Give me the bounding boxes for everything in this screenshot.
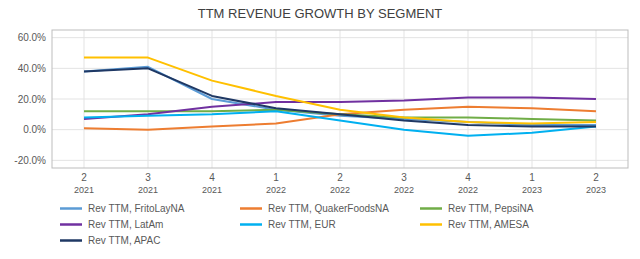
x-tick-label: 3 [145, 172, 151, 183]
legend: Rev TTM, FritoLayNA Rev TTM, QuakerFoodsN… [60, 203, 534, 246]
x-tick-label: 3 [401, 172, 407, 183]
y-tick-label: 0.0% [23, 124, 46, 135]
legend-label: Rev TTM, EUR [268, 219, 336, 230]
x-tick-label: 4 [465, 172, 471, 183]
x-tick-label: 2022 [394, 185, 414, 195]
x-tick-label: 2 [337, 172, 343, 183]
series-line [84, 68, 596, 126]
legend-swatch [60, 239, 82, 242]
x-tick-label: 2021 [202, 185, 222, 195]
x-tick-label: 2021 [74, 185, 94, 195]
grid-line [340, 30, 341, 168]
series-group [84, 58, 596, 136]
grid [52, 30, 628, 168]
x-tick-label: 2022 [330, 185, 350, 195]
x-tick-label: 2023 [586, 185, 606, 195]
grid-line [532, 30, 533, 168]
x-tick-label: 2023 [522, 185, 542, 195]
x-tick-label: 2022 [458, 185, 478, 195]
y-tick-label: 20.0% [18, 94, 46, 105]
x-tick-label: 1 [529, 172, 535, 183]
grid-line [468, 30, 469, 168]
x-tick-label: 2 [81, 172, 87, 183]
legend-swatch [240, 223, 262, 226]
y-tick-label: -20.0% [14, 155, 46, 166]
grid-line [276, 30, 277, 168]
legend-label: Rev TTM, QuakerFoodsNA [268, 203, 389, 214]
legend-label: Rev TTM, APAC [88, 235, 160, 246]
legend-label: Rev TTM, PepsiNA [448, 203, 534, 214]
legend-label: Rev TTM, FritoLayNA [88, 203, 185, 214]
x-tick-label: 4 [209, 172, 215, 183]
legend-label: Rev TTM, AMESA [448, 219, 529, 230]
grid-line [148, 30, 149, 168]
title: TTM REVENUE GROWTH BY SEGMENT [198, 6, 443, 21]
chart: TTM REVENUE GROWTH BY SEGMENT -20.0% 0.0% 2… [0, 0, 640, 259]
plot-frame [52, 30, 628, 168]
x-tick-label: 2021 [138, 185, 158, 195]
x-tick-label: 1 [273, 172, 279, 183]
x-tick-label: 2022 [266, 185, 286, 195]
legend-swatch [420, 207, 442, 210]
legend-swatch [60, 207, 82, 210]
y-tick-label: 40.0% [18, 63, 46, 74]
legend-label: Rev TTM, LatAm [88, 219, 163, 230]
x-tick-label: 2 [593, 172, 599, 183]
grid-line [84, 30, 85, 168]
legend-swatch [420, 223, 442, 226]
grid-line [404, 30, 405, 168]
legend-swatch [60, 223, 82, 226]
legend-swatch [240, 207, 262, 210]
y-tick-label: 60.0% [18, 32, 46, 43]
